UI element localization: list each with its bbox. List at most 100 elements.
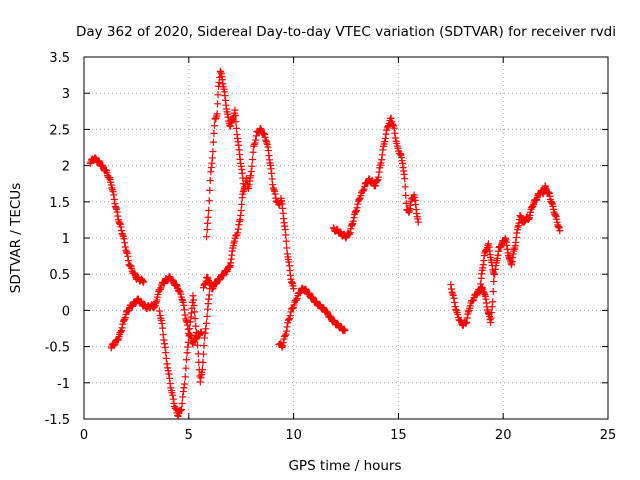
chart-title: Day 362 of 2020, Sidereal Day-to-day VTE… [76, 24, 616, 40]
data-point [124, 257, 132, 265]
data-point [371, 182, 379, 190]
data-point [206, 176, 214, 184]
data-point [353, 204, 361, 212]
data-point [289, 304, 297, 312]
data-point [163, 360, 171, 368]
data-point [556, 227, 564, 235]
data-point [381, 134, 389, 142]
data-point [186, 318, 194, 326]
x-tick-label: 25 [600, 428, 617, 443]
data-point [281, 332, 289, 340]
y-tick-label: 3.5 [49, 51, 70, 66]
data-point [209, 138, 217, 146]
data-point [185, 332, 193, 340]
data-point [454, 311, 462, 319]
data-point [282, 231, 290, 239]
data-point [279, 339, 287, 347]
data-point [166, 374, 174, 382]
data-point [191, 315, 199, 323]
y-tick-label: -0.5 [45, 341, 70, 356]
data-point [160, 340, 168, 348]
data-point [184, 343, 192, 351]
data-point [378, 156, 386, 164]
y-tick-label: 1.5 [49, 196, 70, 211]
data-point [202, 325, 210, 333]
data-series [86, 154, 148, 286]
data-point [379, 146, 387, 154]
data-point [192, 322, 200, 330]
data-point [341, 327, 349, 335]
data-point [414, 218, 422, 226]
data-point [208, 154, 216, 162]
data-point [391, 134, 399, 142]
data-series [107, 273, 205, 352]
data-point [247, 172, 255, 180]
data-series [199, 125, 298, 293]
x-axis-label: GPS time / hours [288, 458, 401, 474]
data-point [117, 328, 125, 336]
data-point [118, 227, 126, 235]
data-point [177, 406, 185, 414]
data-point [122, 246, 130, 254]
data-point [359, 187, 367, 195]
data-point [201, 280, 209, 288]
data-point [183, 349, 191, 357]
data-point [236, 217, 244, 225]
data-point [466, 302, 474, 310]
data-point [178, 400, 186, 408]
data-point [377, 159, 385, 167]
data-point [287, 308, 295, 316]
data-point [340, 325, 348, 333]
data-point [199, 350, 207, 358]
data-point [121, 314, 129, 322]
data-point [182, 317, 190, 325]
data-point [121, 315, 129, 323]
data-point [203, 273, 211, 281]
data-point [119, 231, 127, 239]
data-point [234, 225, 242, 233]
data-point [205, 206, 213, 214]
data-point [394, 144, 402, 152]
data-point [390, 124, 398, 132]
data-point [210, 129, 218, 137]
data-point [179, 393, 187, 401]
data-point [180, 384, 188, 392]
data-point [305, 289, 313, 297]
data-point [402, 191, 410, 199]
y-tick-label: -1.5 [45, 413, 70, 428]
series-layer [86, 67, 564, 420]
y-tick-label: 3 [62, 87, 70, 102]
data-point [162, 354, 170, 362]
data-point [447, 285, 455, 293]
data-point [124, 252, 132, 260]
data-point [139, 278, 147, 286]
data-point [373, 177, 381, 185]
data-point [401, 183, 409, 191]
data-point [162, 349, 170, 357]
data-point [391, 129, 399, 137]
data-point [219, 272, 227, 280]
data-point [164, 367, 172, 375]
data-point [248, 162, 256, 170]
data-point [190, 301, 198, 309]
data-point [464, 308, 472, 316]
y-tick-label: 2 [62, 160, 70, 175]
data-point [349, 217, 357, 225]
data-point [352, 208, 360, 216]
data-point [451, 299, 459, 307]
data-point [249, 156, 257, 164]
data-point [204, 213, 212, 221]
data-point [180, 306, 188, 314]
data-point [179, 388, 187, 396]
y-axis-label: SDTVAR / TECUs [8, 183, 24, 293]
data-point [214, 91, 222, 99]
data-point [170, 400, 178, 408]
x-tick-label: 5 [185, 428, 193, 443]
data-point [210, 122, 218, 130]
data-point [235, 221, 243, 229]
data-point [159, 324, 167, 332]
data-point [201, 334, 209, 342]
data-point [250, 142, 258, 150]
data-point [194, 341, 202, 349]
data-point [180, 301, 188, 309]
